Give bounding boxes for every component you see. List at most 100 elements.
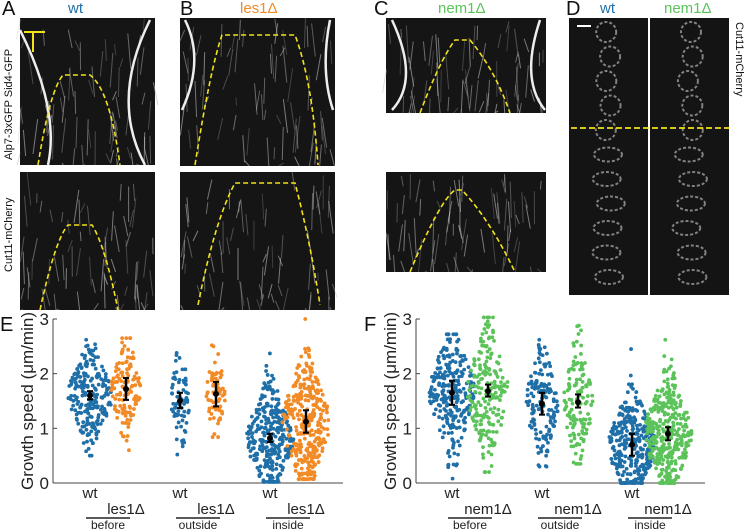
data-point	[296, 432, 300, 437]
data-point	[255, 465, 260, 470]
data-point	[71, 403, 76, 408]
data-point	[533, 361, 537, 366]
data-point	[437, 428, 442, 433]
signal-streak	[260, 266, 264, 300]
signal-streak	[229, 227, 234, 241]
data-point	[659, 389, 664, 394]
data-point	[173, 406, 178, 410]
data-point	[582, 425, 586, 430]
data-point	[477, 438, 482, 443]
signal-streak	[88, 256, 92, 286]
data-point	[619, 430, 624, 435]
data-point	[646, 462, 650, 467]
signal-streak	[306, 25, 309, 48]
data-point	[639, 481, 643, 485]
data-point	[574, 377, 579, 382]
data-point	[118, 403, 123, 408]
panel-letter-a: A	[2, 0, 16, 20]
data-point	[313, 375, 318, 380]
data-point	[124, 438, 129, 443]
data-point	[484, 409, 489, 414]
kymo-a-cut11	[19, 172, 155, 310]
signal-streak	[517, 54, 522, 69]
image-background	[386, 172, 546, 272]
data-point	[103, 372, 108, 376]
data-point	[682, 433, 687, 438]
data-point	[544, 453, 549, 458]
cell-edge	[180, 19, 335, 111]
data-point	[173, 358, 178, 363]
data-point	[613, 456, 618, 461]
data-point	[125, 434, 130, 438]
data-point	[488, 422, 492, 426]
signal-streak	[41, 288, 46, 310]
data-point	[623, 400, 628, 405]
data-point	[128, 336, 133, 341]
data-point	[444, 403, 449, 408]
data-point	[264, 369, 268, 373]
data-point	[478, 403, 483, 408]
data-point	[267, 420, 272, 425]
data-point	[103, 375, 108, 380]
data-point	[264, 445, 269, 450]
signal-streak	[466, 266, 472, 273]
data-point	[462, 353, 467, 358]
data-point	[287, 434, 291, 438]
data-point	[656, 458, 661, 462]
data-point	[281, 465, 285, 470]
data-point	[577, 442, 582, 447]
data-point	[617, 455, 621, 460]
data-point	[652, 397, 657, 402]
signal-streak	[141, 92, 146, 105]
data-point	[544, 464, 549, 469]
signal-streak	[296, 125, 299, 149]
data-point	[689, 432, 693, 437]
data-point	[611, 445, 616, 449]
data-point	[453, 394, 458, 399]
data-point	[248, 454, 253, 459]
data-point	[320, 392, 325, 397]
data-point	[627, 382, 631, 387]
signal-streak	[120, 303, 125, 310]
signal-streak	[294, 156, 300, 167]
signal-streak	[21, 308, 24, 310]
data-point	[93, 355, 98, 360]
data-point	[265, 387, 270, 392]
data-point	[479, 418, 483, 423]
data-point	[445, 354, 449, 358]
data-point	[487, 347, 492, 351]
data-point	[459, 412, 464, 416]
data-point	[104, 413, 109, 418]
signal-streak	[149, 270, 154, 297]
data-point	[571, 413, 576, 418]
signal-streak	[315, 191, 321, 215]
data-point	[494, 413, 499, 417]
signal-streak	[281, 127, 284, 160]
data-point	[430, 375, 434, 379]
data-point	[309, 413, 314, 418]
signal-streak	[188, 129, 192, 149]
data-point	[435, 366, 440, 371]
mean-marker	[303, 418, 309, 425]
data-point	[284, 455, 288, 460]
data-point	[567, 397, 572, 402]
data-point	[623, 445, 628, 450]
data-point	[297, 417, 301, 422]
data-point	[449, 430, 454, 435]
panel-letter-b: B	[180, 0, 194, 20]
data-point	[441, 424, 446, 429]
signal-streak	[514, 28, 519, 57]
ylabel-cut11-a: Cut11-mCherry	[3, 197, 15, 272]
data-point	[576, 390, 581, 395]
nucleus	[595, 21, 618, 43]
data-point	[216, 352, 221, 356]
data-point	[289, 410, 294, 415]
signal-streak	[117, 67, 120, 98]
data-point	[113, 369, 118, 374]
data-point	[274, 415, 279, 420]
signal-streak	[464, 66, 471, 84]
data-point	[182, 440, 187, 445]
data-point	[308, 374, 313, 378]
data-point	[170, 382, 175, 387]
signal-streak	[308, 263, 311, 290]
